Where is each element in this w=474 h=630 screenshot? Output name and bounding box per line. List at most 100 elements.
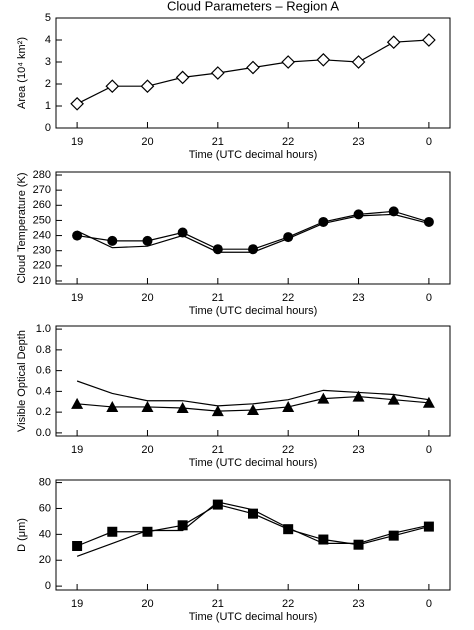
x-tick-label: 22: [282, 136, 294, 148]
marker: [142, 526, 153, 537]
marker: [246, 60, 260, 75]
marker: [388, 530, 399, 541]
y-tick-label: 210: [33, 275, 51, 287]
x-tick-label: 20: [141, 292, 153, 304]
y-tick-label: 0.0: [36, 427, 51, 439]
series-line: [76, 213, 430, 253]
y-tick-label: 270: [33, 184, 51, 196]
marker: [387, 393, 400, 405]
marker: [317, 392, 330, 404]
y-tick-label: 220: [33, 260, 51, 272]
marker: [351, 55, 366, 69]
y-tick-label: 230: [33, 245, 51, 257]
marker: [281, 55, 296, 69]
marker: [282, 400, 295, 412]
plot-frame: [55, 171, 451, 285]
marker: [386, 35, 401, 50]
plot-frame: [55, 325, 451, 437]
y-axis-label: Area (10⁴ km²): [16, 37, 28, 109]
x-tick-label: 0: [426, 444, 432, 456]
x-tick-label: 19: [71, 444, 83, 456]
marker: [423, 521, 434, 532]
marker: [140, 79, 155, 94]
series-line: [76, 380, 429, 407]
marker: [107, 235, 118, 246]
x-tick-label: 23: [352, 136, 364, 148]
x-tick-label: 0: [426, 598, 432, 610]
x-tick-label: 0: [426, 136, 432, 148]
x-tick-label: 21: [212, 444, 224, 456]
series-line: [76, 501, 430, 557]
x-tick-label: 22: [282, 292, 294, 304]
x-tick-label: 20: [141, 444, 153, 456]
y-axis-label: Cloud Temperature (K): [16, 172, 28, 283]
x-tick-label: 21: [212, 136, 224, 148]
y-tick-label: 60: [39, 502, 51, 514]
x-tick-label: 20: [141, 598, 153, 610]
x-axis-label: Time (UTC decimal hours): [189, 149, 318, 161]
plot-frame: [55, 479, 451, 591]
x-tick-label: 22: [282, 598, 294, 610]
marker: [142, 235, 153, 246]
marker: [177, 520, 188, 531]
y-tick-label: 40: [39, 528, 51, 540]
marker: [177, 227, 188, 238]
chart-title: Cloud Parameters – Region A: [167, 0, 339, 13]
marker: [72, 230, 83, 241]
x-tick-label: 19: [71, 292, 83, 304]
y-tick-label: 3: [45, 56, 51, 68]
series-line: [77, 210, 430, 250]
y-tick-label: 0.8: [36, 344, 51, 356]
marker: [422, 396, 435, 408]
marker: [423, 216, 434, 227]
x-axis-label: Time (UTC decimal hours): [189, 457, 318, 469]
y-tick-label: 260: [33, 199, 51, 211]
marker: [353, 539, 364, 550]
y-tick-label: 1.0: [36, 323, 51, 335]
marker: [211, 405, 224, 417]
x-tick-label: 23: [352, 292, 364, 304]
y-axis-label: D (μm): [16, 518, 28, 552]
marker: [210, 66, 225, 80]
marker: [353, 209, 364, 220]
marker: [141, 400, 154, 412]
x-tick-label: 0: [426, 292, 432, 304]
x-axis-label: Time (UTC decimal hours): [189, 305, 318, 317]
x-tick-label: 22: [282, 444, 294, 456]
y-tick-label: 280: [33, 169, 51, 181]
marker: [283, 524, 294, 535]
marker: [422, 33, 436, 47]
y-tick-label: 5: [45, 12, 51, 24]
marker: [105, 79, 120, 94]
x-tick-label: 21: [212, 598, 224, 610]
y-tick-label: 0.4: [36, 385, 51, 397]
y-tick-label: 240: [33, 229, 51, 241]
y-tick-label: 80: [39, 476, 51, 488]
marker: [176, 401, 189, 413]
marker: [352, 390, 365, 402]
marker: [71, 397, 84, 409]
marker: [388, 206, 399, 217]
marker: [72, 541, 83, 551]
y-tick-label: 0.6: [36, 365, 51, 377]
y-tick-label: 2: [45, 78, 51, 90]
y-tick-label: 0: [45, 122, 51, 134]
marker: [70, 96, 84, 111]
x-tick-label: 23: [352, 444, 364, 456]
x-tick-label: 21: [212, 292, 224, 304]
marker: [175, 70, 190, 85]
marker: [247, 404, 259, 416]
x-tick-label: 23: [352, 598, 364, 610]
marker: [318, 534, 329, 545]
y-tick-label: 4: [45, 34, 51, 46]
x-axis-label: Time (UTC decimal hours): [189, 611, 318, 623]
y-tick-label: 0: [45, 580, 51, 592]
marker: [107, 526, 118, 537]
plot-frame: [55, 17, 451, 129]
marker: [212, 499, 223, 510]
y-tick-label: 20: [39, 554, 51, 566]
y-tick-label: 0.2: [36, 406, 51, 418]
x-tick-label: 20: [141, 136, 153, 148]
